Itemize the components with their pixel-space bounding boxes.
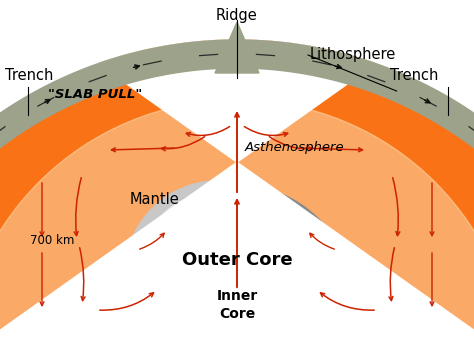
Circle shape: [0, 100, 474, 355]
Polygon shape: [0, 40, 474, 355]
Text: Lithosphere: Lithosphere: [310, 48, 396, 62]
Text: Mantle: Mantle: [130, 192, 180, 208]
Text: Trench: Trench: [5, 67, 54, 82]
Text: 700 km: 700 km: [30, 234, 74, 246]
Circle shape: [125, 181, 313, 355]
Text: Ridge: Ridge: [216, 8, 258, 23]
Circle shape: [0, 40, 474, 355]
Circle shape: [147, 195, 267, 315]
Circle shape: [122, 185, 352, 355]
Text: Trench: Trench: [390, 67, 438, 82]
Text: Inner
Core: Inner Core: [216, 289, 258, 321]
Text: Outer Core: Outer Core: [182, 251, 292, 269]
Circle shape: [182, 245, 292, 355]
Polygon shape: [215, 22, 259, 73]
Text: Asthenosphere: Asthenosphere: [245, 142, 345, 154]
Circle shape: [191, 249, 263, 321]
Text: "SLAB PULL": "SLAB PULL": [48, 88, 142, 102]
